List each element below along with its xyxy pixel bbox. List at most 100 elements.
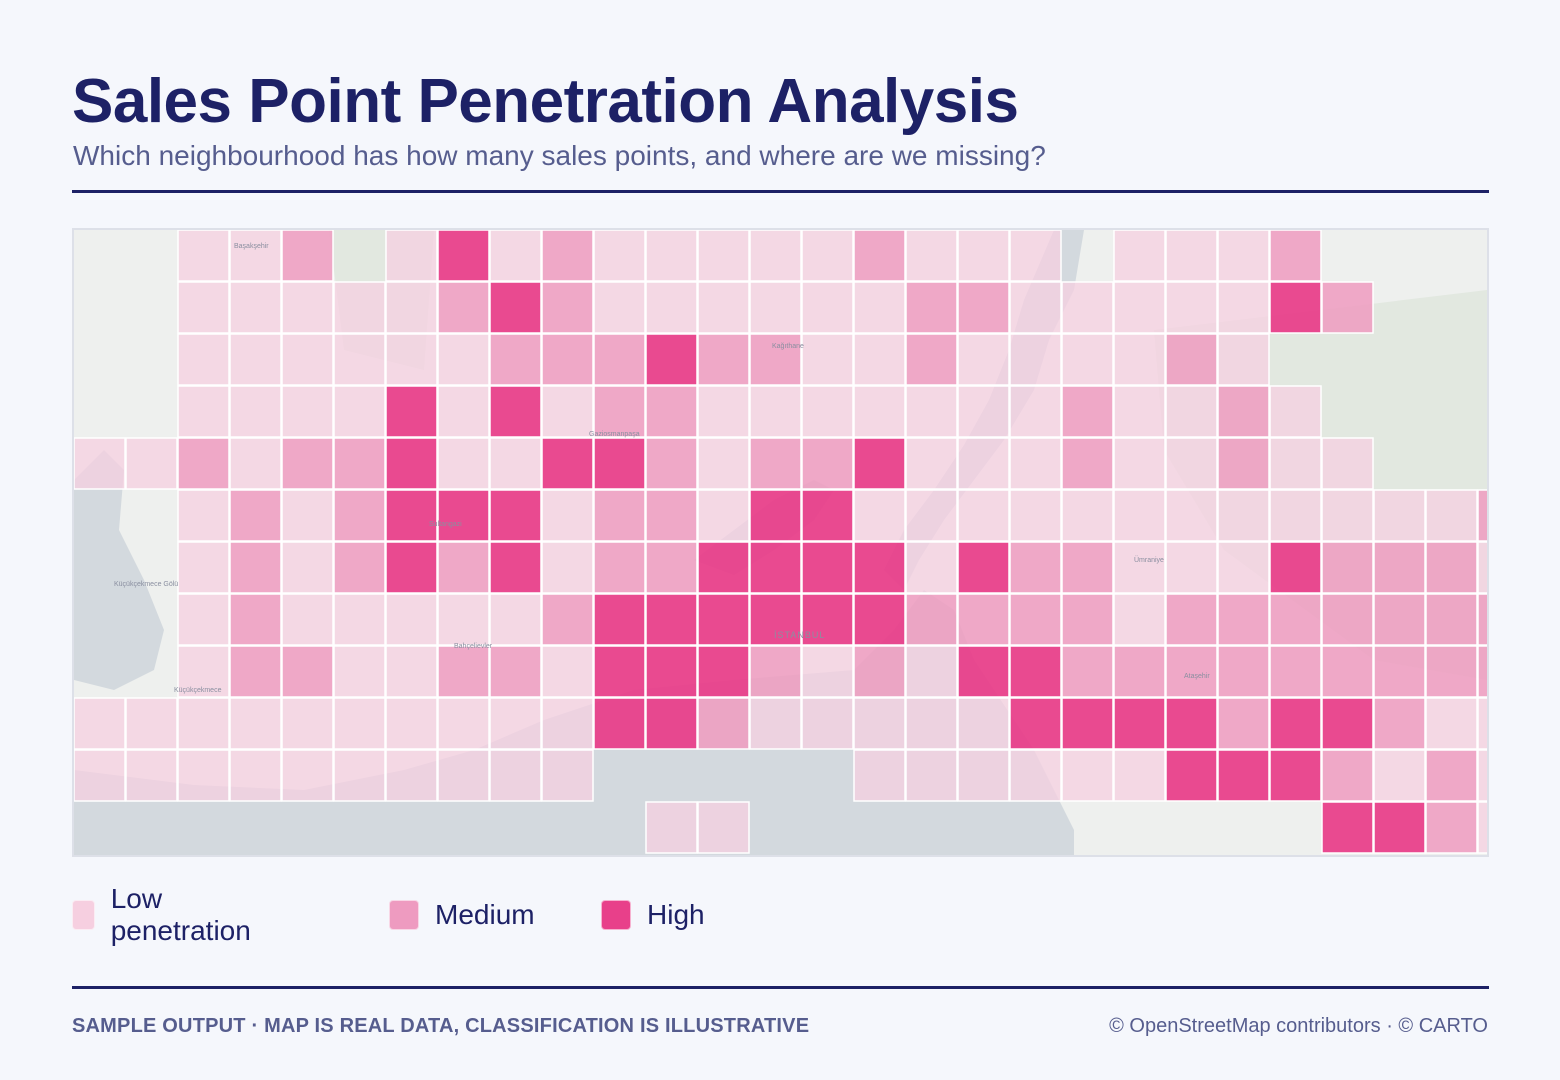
grid-cell-high[interactable]	[1165, 749, 1218, 802]
grid-cell-high[interactable]	[593, 645, 646, 698]
grid-cell-low[interactable]	[281, 593, 334, 646]
grid-cell-medium[interactable]	[229, 593, 282, 646]
grid-cell-low[interactable]	[1425, 697, 1478, 750]
grid-cell-low[interactable]	[1217, 230, 1270, 282]
grid-cell-high[interactable]	[385, 541, 438, 594]
grid-cell-medium[interactable]	[749, 437, 802, 490]
grid-cell-low[interactable]	[229, 749, 282, 802]
grid-cell-medium[interactable]	[1425, 593, 1478, 646]
grid-cell-high[interactable]	[801, 489, 854, 542]
grid-cell-medium[interactable]	[1061, 437, 1114, 490]
map-canvas[interactable]: Başakşehir Gaziosmanpaşa Kağıthane Sulta…	[74, 230, 1487, 855]
grid-cell-high[interactable]	[1061, 697, 1114, 750]
grid-cell-medium[interactable]	[1165, 333, 1218, 386]
grid-cell-low[interactable]	[541, 541, 594, 594]
grid-cell-medium[interactable]	[1061, 541, 1114, 594]
grid-cell-low[interactable]	[385, 645, 438, 698]
grid-cell-low[interactable]	[801, 645, 854, 698]
grid-cell-low[interactable]	[541, 697, 594, 750]
grid-cell-high[interactable]	[385, 385, 438, 438]
grid-cell-low[interactable]	[749, 385, 802, 438]
grid-cell-high[interactable]	[1321, 801, 1374, 854]
grid-cell-medium[interactable]	[1165, 645, 1218, 698]
grid-cell-low[interactable]	[1009, 437, 1062, 490]
grid-cell-low[interactable]	[697, 801, 750, 854]
grid-cell-low[interactable]	[489, 697, 542, 750]
grid-cell-medium[interactable]	[905, 593, 958, 646]
grid-cell-low[interactable]	[229, 437, 282, 490]
grid-cell-medium[interactable]	[1425, 749, 1478, 802]
grid-cell-medium[interactable]	[1477, 645, 1487, 698]
grid-cell-low[interactable]	[957, 437, 1010, 490]
grid-cell-low[interactable]	[1269, 437, 1322, 490]
grid-cell-low[interactable]	[645, 230, 698, 282]
grid-cell-low[interactable]	[437, 593, 490, 646]
grid-cell-medium[interactable]	[1113, 645, 1166, 698]
grid-cell-high[interactable]	[385, 489, 438, 542]
grid-cell-low[interactable]	[177, 749, 230, 802]
grid-cell-low[interactable]	[177, 697, 230, 750]
grid-cell-low[interactable]	[801, 230, 854, 282]
grid-cell-medium[interactable]	[593, 489, 646, 542]
grid-cell-high[interactable]	[593, 437, 646, 490]
grid-cell-medium[interactable]	[957, 593, 1010, 646]
map-attribution[interactable]: © OpenStreetMap contributors · © CARTO	[1109, 1015, 1488, 1037]
grid-cell-high[interactable]	[645, 645, 698, 698]
grid-cell-high[interactable]	[489, 385, 542, 438]
grid-cell-medium[interactable]	[437, 645, 490, 698]
grid-cell-low[interactable]	[1113, 281, 1166, 334]
grid-cell-medium[interactable]	[437, 281, 490, 334]
grid-cell-low[interactable]	[801, 697, 854, 750]
grid-cell-low[interactable]	[957, 385, 1010, 438]
grid-cell-high[interactable]	[541, 437, 594, 490]
grid-cell-medium[interactable]	[1373, 593, 1426, 646]
grid-cell-medium[interactable]	[853, 645, 906, 698]
grid-cell-low[interactable]	[957, 697, 1010, 750]
grid-cell-medium[interactable]	[229, 645, 282, 698]
grid-cell-low[interactable]	[801, 333, 854, 386]
grid-cell-low[interactable]	[333, 593, 386, 646]
grid-cell-low[interactable]	[229, 230, 282, 282]
grid-cell-low[interactable]	[281, 281, 334, 334]
grid-cell-high[interactable]	[1269, 281, 1322, 334]
grid-cell-low[interactable]	[1165, 489, 1218, 542]
grid-cell-low[interactable]	[1009, 333, 1062, 386]
grid-cell-medium[interactable]	[1061, 385, 1114, 438]
grid-cell-high[interactable]	[1009, 697, 1062, 750]
grid-cell-medium[interactable]	[1477, 489, 1487, 542]
grid-cell-low[interactable]	[1009, 230, 1062, 282]
grid-cell-low[interactable]	[333, 385, 386, 438]
grid-cell-low[interactable]	[1009, 281, 1062, 334]
grid-cell-low[interactable]	[957, 749, 1010, 802]
grid-cell-low[interactable]	[905, 697, 958, 750]
grid-cell-low[interactable]	[905, 541, 958, 594]
grid-cell-low[interactable]	[645, 281, 698, 334]
grid-cell-low[interactable]	[177, 230, 230, 282]
grid-cell-medium[interactable]	[957, 281, 1010, 334]
grid-cell-low[interactable]	[74, 697, 126, 750]
grid-cell-low[interactable]	[437, 697, 490, 750]
grid-cell-medium[interactable]	[1321, 281, 1374, 334]
grid-cell-medium[interactable]	[593, 385, 646, 438]
grid-cell-low[interactable]	[489, 437, 542, 490]
grid-cell-low[interactable]	[749, 281, 802, 334]
grid-cell-medium[interactable]	[333, 541, 386, 594]
grid-cell-high[interactable]	[1113, 697, 1166, 750]
grid-cell-low[interactable]	[177, 489, 230, 542]
grid-cell-medium[interactable]	[1321, 749, 1374, 802]
grid-cell-medium[interactable]	[593, 333, 646, 386]
grid-cell-low[interactable]	[177, 645, 230, 698]
grid-cell-high[interactable]	[1269, 749, 1322, 802]
grid-cell-high[interactable]	[749, 593, 802, 646]
grid-cell-high[interactable]	[437, 489, 490, 542]
grid-cell-low[interactable]	[125, 437, 178, 490]
grid-cell-low[interactable]	[1373, 749, 1426, 802]
grid-cell-low[interactable]	[1165, 541, 1218, 594]
grid-cell-low[interactable]	[385, 749, 438, 802]
grid-cell-low[interactable]	[281, 489, 334, 542]
grid-cell-low[interactable]	[1269, 489, 1322, 542]
grid-cell-low[interactable]	[1113, 749, 1166, 802]
grid-cell-medium[interactable]	[1373, 645, 1426, 698]
grid-cell-high[interactable]	[645, 697, 698, 750]
grid-cell-medium[interactable]	[749, 645, 802, 698]
